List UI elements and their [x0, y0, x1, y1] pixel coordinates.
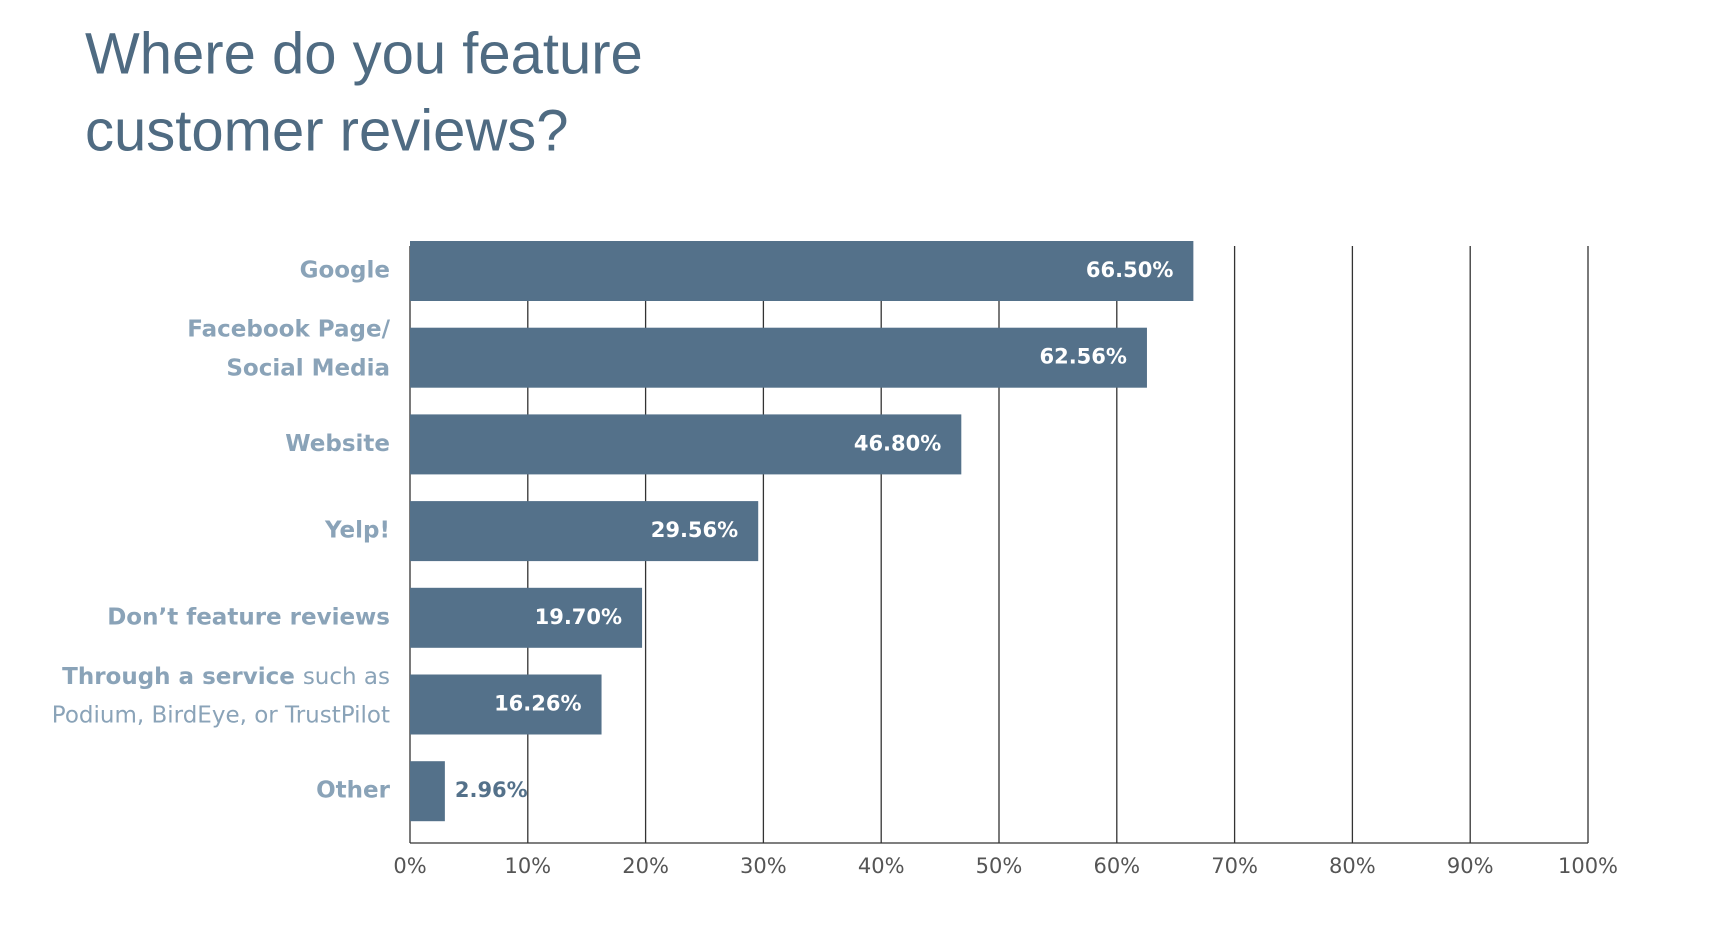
value-label: 46.80% [854, 431, 941, 455]
value-label: 66.50% [1086, 258, 1173, 282]
category-label: Social Media [226, 356, 390, 382]
x-tick-label: 10% [504, 854, 551, 878]
category-label: Website [285, 431, 390, 457]
x-tick-label: 90% [1447, 854, 1494, 878]
value-label: 19.70% [535, 605, 622, 629]
value-label: 2.96% [455, 778, 528, 802]
bar [410, 414, 962, 475]
x-tick-label: 80% [1329, 854, 1376, 878]
chart-title: Where do you feature [85, 21, 643, 86]
x-tick-label: 50% [976, 854, 1023, 878]
category-label: Podium, BirdEye, or TrustPilot [52, 703, 390, 729]
category-label: Facebook Page/ [187, 317, 390, 343]
value-label: 16.26% [494, 692, 581, 716]
bar [410, 501, 759, 562]
bar [410, 327, 1147, 388]
category-label: Google [300, 258, 390, 284]
value-label: 62.56% [1039, 345, 1126, 369]
category-label: Other [316, 778, 391, 804]
x-tick-label: 70% [1211, 854, 1258, 878]
category-label-part: such as [303, 664, 390, 690]
category-label-part: Through a service [62, 664, 295, 690]
category-label: Yelp! [324, 518, 390, 544]
x-tick-label: 60% [1093, 854, 1140, 878]
category-label: Through a service such as [62, 664, 390, 690]
category-label: Don’t feature reviews [107, 604, 390, 630]
value-label: 29.56% [651, 518, 738, 542]
bar [410, 761, 445, 822]
x-tick-label: 40% [858, 854, 905, 878]
x-tick-label: 100% [1558, 854, 1618, 878]
bar [410, 587, 643, 648]
x-tick-label: 30% [740, 854, 787, 878]
chart-title: customer reviews? [85, 98, 568, 163]
bar [410, 674, 602, 735]
bar [410, 241, 1194, 301]
x-tick-label: 0% [393, 854, 426, 878]
x-tick-label: 20% [622, 854, 669, 878]
